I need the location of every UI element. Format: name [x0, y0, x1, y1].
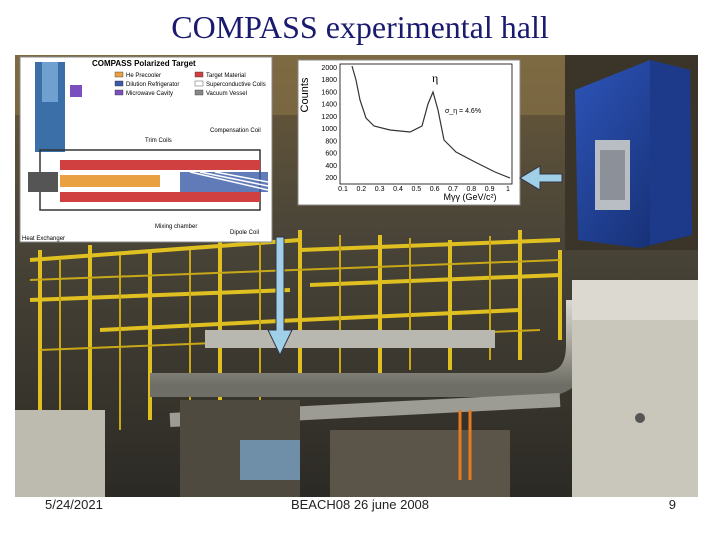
- legend-swatch: [114, 80, 124, 87]
- histogram-y-tick: 1000: [321, 126, 337, 133]
- diagram-label: Compensation Coil: [210, 128, 261, 134]
- histogram-x-label: Mγγ (GeV/c²): [444, 192, 497, 202]
- histogram-peak-label: η: [432, 71, 438, 85]
- histogram-y-tick: 600: [325, 151, 337, 158]
- histogram-y-tick: 2000: [321, 65, 337, 72]
- histogram-x-tick: 1: [506, 186, 510, 193]
- legend-swatch: [114, 71, 124, 78]
- histogram-y-tick: 1400: [321, 102, 337, 109]
- diagram-label: Dipole Coil: [230, 230, 259, 236]
- histogram-y-tick: 1200: [321, 114, 337, 121]
- histogram: Counts Mγγ (GeV/c²) η σ_η = 4.6% 200 400 6…: [297, 59, 521, 206]
- legend-label: Dilution Refrigerator: [126, 82, 179, 88]
- histogram-y-tick: 1600: [321, 89, 337, 96]
- histogram-width-label: σ_η = 4.6%: [445, 108, 481, 115]
- histogram-y-label: Counts: [299, 77, 311, 112]
- histogram-x-tick: 0.2: [356, 186, 366, 193]
- diagram-label: Heat Exchanger: [22, 236, 65, 242]
- arrows: [267, 165, 563, 357]
- histogram-y-tick: 400: [325, 163, 337, 170]
- histogram-x-tick: 0.6: [430, 186, 440, 193]
- page-number: 9: [669, 497, 676, 512]
- target-diagram: COMPASS Polarized Target He Precooler Dil…: [19, 56, 273, 243]
- legend-label: Superconductive Coils: [206, 82, 266, 88]
- legend-swatch: [114, 89, 124, 96]
- legend-label: Microwave Cavity: [126, 91, 173, 97]
- histogram-x-tick: 0.4: [393, 186, 403, 193]
- legend-label: Target Material: [206, 73, 246, 79]
- histogram-y-tick: 200: [325, 175, 337, 182]
- legend-label: He Precooler: [126, 73, 161, 79]
- footer-center: BEACH08 26 june 2008: [291, 497, 429, 512]
- slide-title: COMPASS experimental hall: [171, 9, 549, 45]
- histogram-x-tick: 0.5: [411, 186, 421, 193]
- diagram-title: COMPASS Polarized Target: [92, 59, 196, 68]
- legend-swatch: [194, 80, 204, 87]
- histogram-x-tick: 0.3: [375, 186, 385, 193]
- legend-label: Vacuum Vessel: [206, 91, 247, 97]
- histogram-y-tick: 1800: [321, 77, 337, 84]
- legend-swatch: [194, 71, 204, 78]
- histogram-y-tick: 800: [325, 138, 337, 145]
- histogram-x-tick: 0.8: [466, 186, 476, 193]
- legend-swatch: [194, 89, 204, 96]
- diagram-label: Trim Coils: [145, 138, 172, 144]
- histogram-x-tick: 0.7: [448, 186, 458, 193]
- detector-photo: [565, 55, 698, 250]
- diagram-label: Mixing chamber: [155, 224, 197, 230]
- histogram-x-tick: 0.1: [338, 186, 348, 193]
- footer-date: 5/24/2021: [45, 497, 103, 512]
- histogram-x-tick: 0.9: [485, 186, 495, 193]
